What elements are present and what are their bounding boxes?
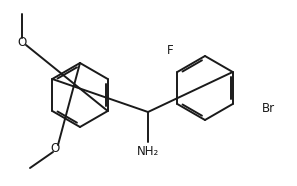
Text: O: O: [50, 142, 60, 155]
Text: F: F: [167, 44, 173, 57]
Text: NH₂: NH₂: [137, 145, 159, 158]
Text: Br: Br: [262, 102, 275, 115]
Text: O: O: [18, 36, 27, 49]
